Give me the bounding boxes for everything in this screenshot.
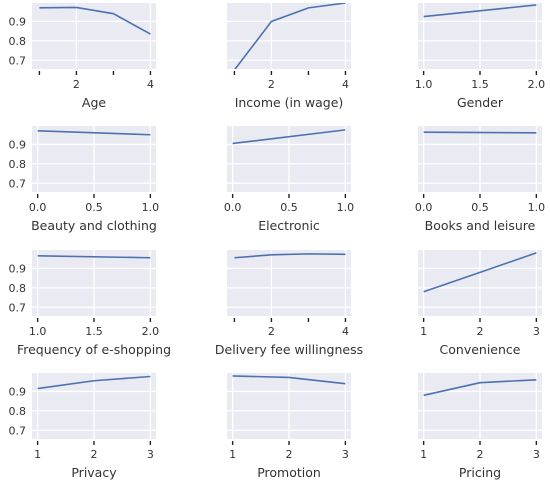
y-tick-label: 0.9 (9, 138, 27, 151)
x-tick-label: 1.0 (528, 201, 546, 214)
x-tick-label: 2.0 (528, 78, 546, 91)
series-line-promotion (232, 375, 346, 385)
x-tick-label: 3 (147, 448, 154, 461)
panel-income-in-wage: 2 4 Income (in wage) (227, 3, 351, 110)
panel-convenience: 1 2 3 Convenience (418, 250, 542, 357)
panel-books-and-leisure: 0.0 0.5 1.0 Books and leisure (415, 126, 545, 233)
y-tick-label: 0.9 (9, 262, 27, 275)
plot-area (227, 250, 351, 316)
x-axis-label: Pricing (459, 465, 501, 480)
y-tick-label: 0.9 (9, 385, 27, 398)
series-line-frequency-of-e-shopping (37, 255, 151, 259)
x-axis-label: Income (in wage) (235, 95, 344, 110)
x-axis-label: Privacy (71, 465, 117, 480)
x-tick-label: 3 (533, 448, 540, 461)
series-line-income-in-wage (234, 3, 346, 69)
x-tick-label: 2 (91, 448, 98, 461)
y-tick-label: 0.8 (9, 35, 27, 48)
x-tick-label: 2 (477, 448, 484, 461)
x-tick-label: 2 (268, 325, 275, 338)
series-line-electronic (232, 129, 346, 145)
x-tick-label: 1 (420, 448, 427, 461)
x-tick-label: 3 (342, 448, 349, 461)
panel-delivery-fee-willingness: 2 4 Delivery fee willingness (215, 250, 363, 357)
x-tick-label: 0.0 (29, 201, 47, 214)
x-tick-label: 4 (147, 78, 154, 91)
x-tick-label: 0.5 (280, 201, 298, 214)
y-tick-label: 0.7 (9, 54, 27, 67)
series-line-beauty-and-clothing (37, 130, 151, 136)
x-tick-label: 4 (342, 325, 349, 338)
x-tick-label: 1 (229, 448, 236, 461)
panel-pricing: 1 2 3 Pricing (418, 373, 542, 480)
series-line-age (39, 6, 151, 35)
x-tick-label: 4 (342, 78, 349, 91)
panel-age: 2 4 0.7 0.8 0.9 Age (9, 3, 156, 110)
x-tick-label: 2.0 (142, 325, 160, 338)
panel-beauty-and-clothing: 0.0 0.5 1.0 0.7 0.8 0.9 Beauty and clothing (9, 126, 160, 233)
y-tick-label: 0.9 (9, 15, 27, 28)
x-tick-label: 0.5 (471, 201, 489, 214)
series-line-pricing (423, 378, 537, 397)
x-axis-label: Electronic (258, 218, 320, 233)
series-line-gender (423, 4, 537, 18)
panel-frequency-of-e-shopping: 1.0 1.5 2.0 0.7 0.8 0.9 Frequency of e-shoppin… (9, 250, 171, 357)
series-line-privacy (37, 375, 151, 390)
y-tick-label: 0.7 (9, 177, 27, 190)
x-tick-label: 3 (533, 325, 540, 338)
x-tick-label: 1.0 (337, 201, 355, 214)
y-tick-label: 0.8 (9, 158, 27, 171)
x-tick-label: 0.0 (415, 201, 433, 214)
series-line-delivery-fee-willingness (234, 253, 346, 259)
x-tick-label: 1 (34, 448, 41, 461)
x-axis-label: Books and leisure (425, 218, 536, 233)
x-tick-label: 1 (420, 325, 427, 338)
y-tick-label: 0.7 (9, 301, 27, 314)
series-line-books-and-leisure (423, 131, 537, 134)
x-axis-label: Delivery fee willingness (215, 342, 363, 357)
x-tick-label: 0.0 (224, 201, 242, 214)
x-axis-label: Beauty and clothing (31, 218, 157, 233)
panel-gender: 1.0 1.5 2.0 Gender (415, 3, 545, 110)
x-tick-label: 2 (477, 325, 484, 338)
x-tick-label: 0.5 (85, 201, 103, 214)
plot-area (32, 3, 156, 69)
x-tick-label: 1.0 (29, 325, 47, 338)
panel-promotion: 1 2 3 Promotion (227, 373, 351, 480)
y-tick-label: 0.8 (9, 405, 27, 418)
x-axis-label: Convenience (440, 342, 521, 357)
x-tick-label: 1.5 (471, 78, 489, 91)
x-axis-label: Frequency of e-shopping (17, 342, 171, 357)
plot-area (227, 3, 351, 69)
x-tick-label: 2 (268, 78, 275, 91)
x-tick-label: 1.0 (142, 201, 160, 214)
series-line-convenience (423, 252, 537, 293)
x-axis-label: Age (82, 95, 106, 110)
y-tick-label: 0.8 (9, 282, 27, 295)
x-tick-label: 1.0 (415, 78, 433, 91)
x-tick-label: 1.5 (85, 325, 103, 338)
x-tick-label: 2 (286, 448, 293, 461)
x-tick-label: 2 (73, 78, 80, 91)
panel-privacy: 1 2 3 0.7 0.8 0.9 Privacy (9, 373, 156, 480)
x-axis-label: Gender (457, 95, 504, 110)
panel-electronic: 0.0 0.5 1.0 Electronic (224, 126, 354, 233)
x-axis-label: Promotion (257, 465, 321, 480)
y-tick-label: 0.7 (9, 424, 27, 437)
